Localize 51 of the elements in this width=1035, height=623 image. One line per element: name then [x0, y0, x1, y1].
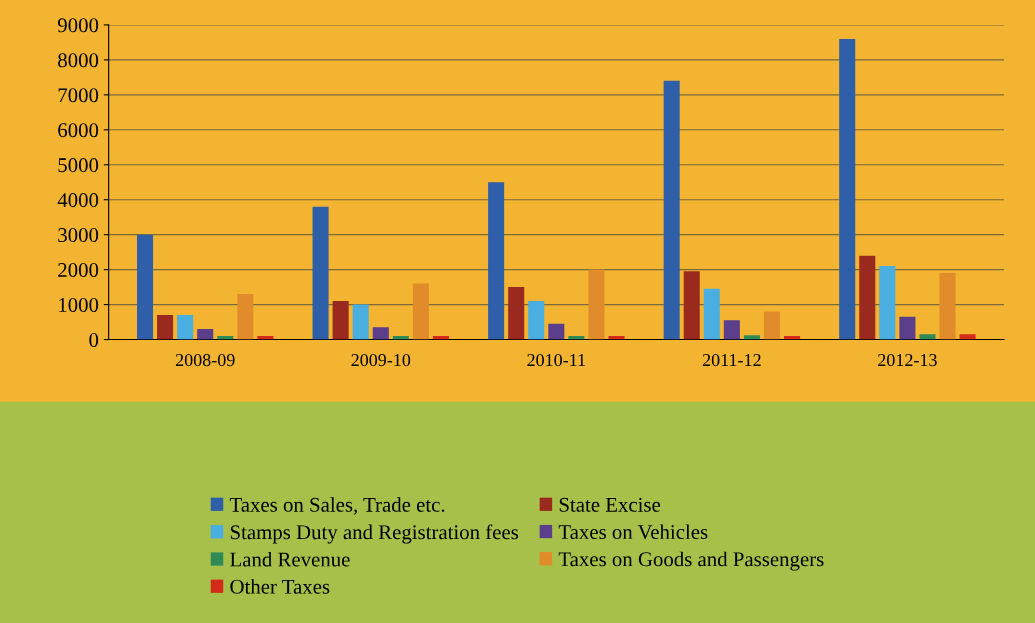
x-tick-label: 2008-09 [175, 353, 235, 367]
x-tick-label: 2012-13 [878, 353, 937, 367]
legend-label: State Excise [559, 497, 661, 512]
bar [372, 327, 389, 340]
bar [488, 182, 505, 340]
bar [608, 336, 625, 340]
bar [939, 273, 956, 340]
legend-label: Taxes on Sales, Trade etc. [229, 497, 445, 515]
y-tick-label: 4000 [57, 193, 99, 208]
y-tick-label: 7000 [58, 88, 99, 103]
bar [177, 315, 194, 340]
y-tick-label: 0 [89, 332, 99, 347]
legend-label: Stamps Duty and Registration fees [230, 524, 519, 544]
bar [859, 255, 876, 340]
x-tick-label: 2011-12 [702, 353, 761, 367]
legend-label: Other Taxes [230, 579, 330, 594]
bar [412, 283, 429, 340]
bar [899, 316, 916, 340]
bar [743, 335, 760, 340]
bar [879, 266, 896, 340]
bar [352, 304, 369, 340]
bar [723, 320, 740, 340]
legend-label: Land Revenue [230, 551, 350, 567]
y-tick-label: 9000 [57, 18, 99, 33]
bar [763, 311, 781, 340]
bar [197, 329, 214, 340]
legend-label: Taxes on Vehicles [558, 524, 708, 540]
bar [919, 334, 936, 340]
bar [663, 80, 680, 340]
y-tick-label: 2000 [58, 262, 99, 278]
bar [237, 294, 254, 340]
bar [157, 315, 174, 340]
bar [508, 287, 525, 340]
x-tick-label: 2009-10 [351, 353, 411, 367]
bar [137, 234, 154, 340]
legend-label: Taxes on Goods and Passengers [558, 551, 824, 571]
bar [683, 271, 700, 340]
bar [332, 301, 349, 340]
y-tick-label: 5000 [58, 158, 99, 173]
bar [959, 334, 976, 340]
x-tick-label: 2010-11 [527, 353, 585, 367]
bar [703, 288, 720, 340]
y-tick-label: 8000 [58, 53, 99, 68]
bar [528, 301, 545, 340]
y-tick-label: 6000 [58, 123, 99, 138]
bar [312, 206, 329, 340]
y-tick-label: 1000 [59, 297, 99, 313]
bar [839, 38, 856, 340]
y-tick-label: 3000 [58, 228, 99, 243]
bar [588, 269, 605, 340]
bar [548, 323, 565, 340]
